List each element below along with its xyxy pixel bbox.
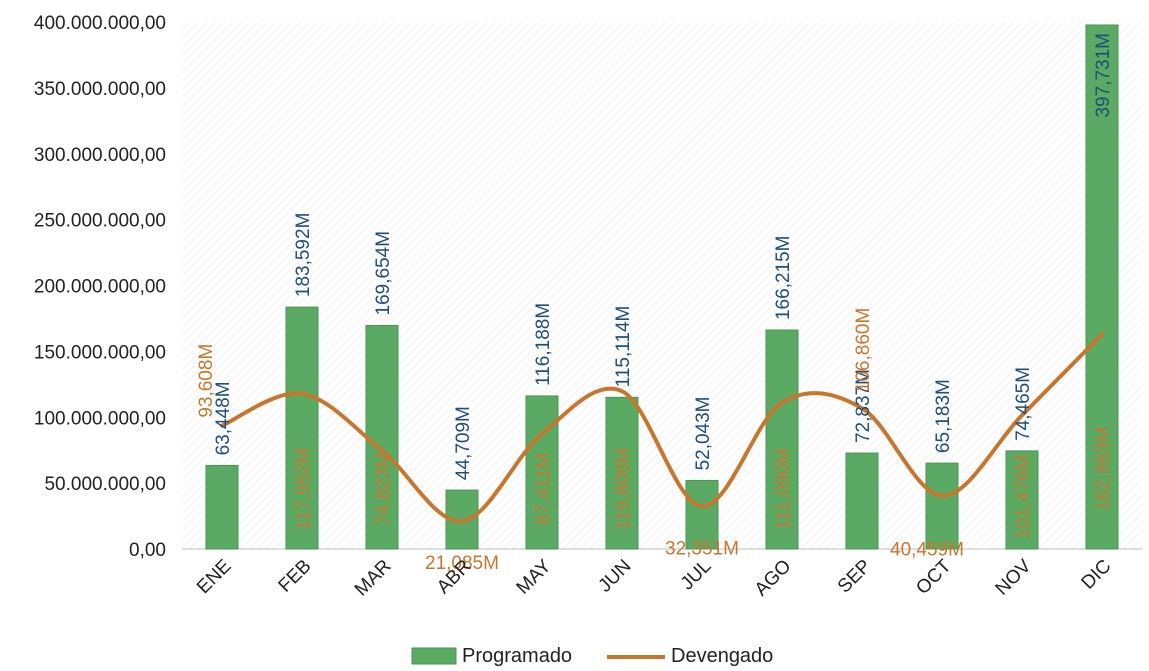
y-tick-label: 350.000.000,00: [34, 79, 166, 100]
bar-programado: [1005, 450, 1039, 550]
x-tick-label: AGO: [751, 556, 796, 601]
data-label-devengado: 32,351M: [665, 538, 739, 559]
y-tick-label: 250.000.000,00: [34, 211, 166, 232]
x-axis: ENE FEB MAR ABR MAY JUN JUL AGO SEP OCT NOV DIC: [193, 555, 1115, 600]
legend: Programado Devengado: [411, 645, 773, 667]
x-tick-label: DIC: [1078, 556, 1116, 594]
y-tick-label: 50.000.000,00: [44, 474, 166, 495]
data-label-programado: 74,465M: [1013, 367, 1034, 441]
plot-background: [182, 22, 1142, 549]
legend-label-devengado: Devengado: [671, 645, 773, 667]
x-tick-label: MAR: [351, 556, 396, 601]
bar-programado: [925, 462, 959, 550]
line-devengado: [220, 332, 1104, 524]
y-tick-label: 150.000.000,00: [34, 342, 166, 363]
y-tick-label: 100.000.000,00: [34, 408, 166, 429]
data-label-devengado: 106,860M: [853, 308, 874, 393]
data-label-devengado: 101,476M: [1013, 454, 1034, 539]
data-label-programado: 44,709M: [453, 406, 474, 480]
x-tick-label: FEB: [275, 556, 316, 597]
x-tick-label: SEP: [834, 556, 876, 598]
data-label-programado: 115,114M: [613, 306, 634, 388]
y-axis: 0,00 50.000.000,00 100.000.000,00 150.000.0…: [34, 13, 1142, 561]
bar-programado: [685, 479, 719, 550]
data-label-programado: 183,592M: [293, 213, 314, 298]
line-series-devengado: [220, 332, 1104, 524]
data-label-programado: 397,731M: [1093, 33, 1114, 118]
x-tick-label: JUN: [595, 556, 636, 597]
x-tick-label: OCT: [912, 555, 955, 598]
data-labels: 63,448M 183,592M 169,654M 44,709M 116,188M 11…: [196, 33, 1114, 574]
data-label-programado: 116,188M: [533, 303, 554, 386]
bar-programado: [845, 452, 879, 550]
y-tick-label: 0,00: [129, 540, 166, 561]
data-label-devengado: 117,952M: [293, 447, 314, 530]
y-tick-label: 200.000.000,00: [34, 277, 166, 298]
bar-programado: [205, 464, 239, 550]
y-tick-label: 400.000.000,00: [34, 13, 166, 34]
legend-label-programado: Programado: [462, 645, 572, 667]
data-label-devengado: 119,808M: [613, 447, 634, 530]
bar-programado: [285, 306, 319, 550]
data-label-programado: 63,448M: [213, 381, 234, 455]
data-label-devengado: 40,459M: [890, 540, 964, 561]
bar-series-programado: [205, 24, 1119, 550]
y-tick-label: 300.000.000,00: [34, 145, 166, 166]
data-label-devengado: 87,411M: [533, 453, 554, 526]
legend-swatch-programado: [411, 647, 457, 665]
bar-programado: [1085, 24, 1119, 550]
data-label-programado: 72,837M: [853, 369, 874, 443]
data-label-devengado: 162,963M: [1093, 427, 1114, 512]
bar-programado: [605, 396, 639, 550]
data-label-programado: 166,215M: [773, 235, 794, 320]
bar-programado: [365, 324, 399, 550]
data-label-devengado: 93,608M: [196, 344, 217, 418]
x-tick-label: JUL: [677, 556, 716, 595]
data-label-devengado: 111,090M: [773, 448, 794, 530]
bar-programado: [525, 395, 559, 550]
x-tick-label: NOV: [992, 555, 1036, 599]
data-label-programado: 65,183M: [933, 379, 954, 453]
x-tick-label: ENE: [193, 556, 235, 598]
data-label-programado: 52,043M: [693, 396, 714, 470]
x-tick-label: MAY: [513, 555, 556, 598]
data-label-devengado: 21,085M: [425, 553, 499, 574]
data-label-programado: 169,654M: [373, 231, 394, 316]
data-label-devengado: 74,823M: [373, 452, 394, 526]
bar-programado: [765, 329, 799, 550]
